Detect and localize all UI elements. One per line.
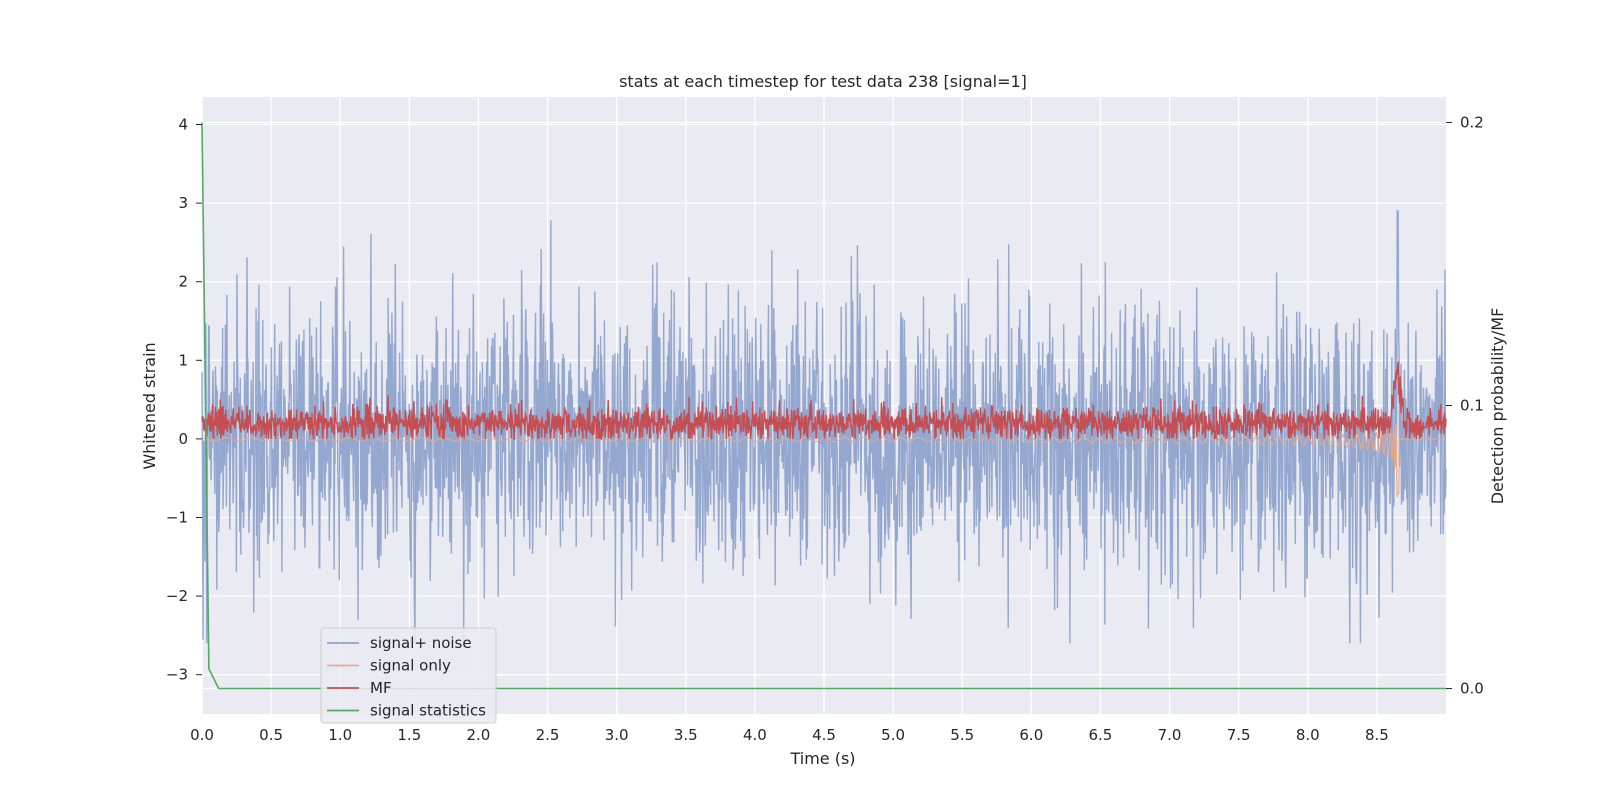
x-tick-label: 7.5 bbox=[1227, 726, 1251, 744]
y-tick-label: −2 bbox=[166, 587, 188, 605]
legend-box bbox=[320, 627, 497, 724]
x-tick-label: 6.5 bbox=[1089, 726, 1113, 744]
x-tick-label: 8.0 bbox=[1296, 726, 1320, 744]
y-tick-label: 0 bbox=[178, 430, 188, 448]
y-tick-label: 2 bbox=[178, 273, 188, 291]
x-tick-label: 4.0 bbox=[743, 726, 767, 744]
y-tick-label: −3 bbox=[166, 666, 188, 684]
y-tick-label: −1 bbox=[166, 509, 188, 527]
x-axis-label: Time (s) bbox=[789, 749, 855, 768]
x-tick-label: 1.0 bbox=[328, 726, 352, 744]
series-layer bbox=[201, 122, 1447, 690]
x-tick-label: 0.5 bbox=[259, 726, 283, 744]
y-tick-label: 4 bbox=[178, 116, 188, 134]
x-tick-label: 1.5 bbox=[397, 726, 421, 744]
x-tick-label: 0.0 bbox=[190, 726, 214, 744]
x-tick-label: 5.5 bbox=[950, 726, 974, 744]
chart-title: stats at each timestep for test data 238… bbox=[619, 72, 1027, 91]
x-tick-label: 3.5 bbox=[674, 726, 698, 744]
x-tick-label: 7.0 bbox=[1158, 726, 1182, 744]
legend-label: signal statistics bbox=[370, 702, 486, 720]
x-tick-label: 2.5 bbox=[536, 726, 560, 744]
y2-axis-label: Detection probability/MF bbox=[1488, 308, 1507, 505]
legend-label: signal+ noise bbox=[370, 634, 472, 652]
series-signal-statistics bbox=[201, 122, 1446, 690]
legend-label: MF bbox=[370, 679, 392, 697]
y2-tick-label: 0.0 bbox=[1460, 680, 1484, 698]
x-tick-label: 6.0 bbox=[1019, 726, 1043, 744]
x-tick-label: 2.0 bbox=[467, 726, 491, 744]
x-tick-label: 4.5 bbox=[812, 726, 836, 744]
y2-tick-label: 0.2 bbox=[1460, 113, 1484, 131]
legend-label: signal only bbox=[370, 657, 451, 675]
y2-tick-label: 0.1 bbox=[1460, 397, 1484, 415]
y-tick-label: 3 bbox=[178, 194, 188, 212]
x-tick-label: 8.5 bbox=[1365, 726, 1389, 744]
x-tick-label: 5.0 bbox=[881, 726, 905, 744]
series-signal-plus-noise bbox=[201, 210, 1447, 644]
y-tick-label: 1 bbox=[178, 351, 188, 369]
series-mf bbox=[201, 360, 1447, 441]
axes-layer: 0.0 0.5 1.0 1.5 2.0 2.5 3.0 3.5 4.0 4.5 5.0 5.5 6.0 6… bbox=[166, 113, 1484, 744]
x-tick-label: 3.0 bbox=[605, 726, 629, 744]
y-axis-label: Whitened strain bbox=[140, 342, 159, 469]
legend: signal+ noise signal only MF signal statist… bbox=[320, 627, 497, 724]
